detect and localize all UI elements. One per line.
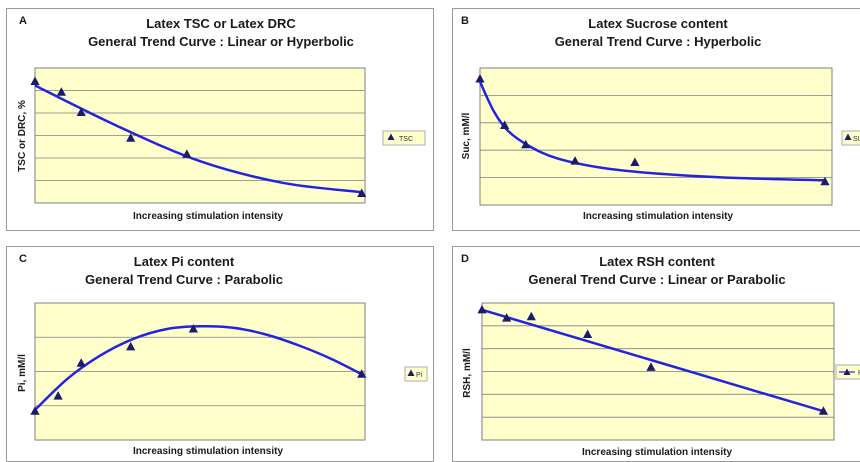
chart-c-legend-marker xyxy=(407,369,415,376)
chart-a-legend-box xyxy=(382,130,426,146)
chart-c-data-point xyxy=(126,341,136,351)
chart-a-data-point xyxy=(357,188,367,198)
chart-panel-c: C Latex Pi content General Trend Curve :… xyxy=(6,246,434,462)
chart-d-ylabel: RSH, mM/l xyxy=(462,348,473,398)
chart-panel-b: B Latex Sucrose content General Trend Cu… xyxy=(452,8,860,231)
chart-c-trend-line xyxy=(34,324,363,411)
chart-d-data-point xyxy=(526,311,536,321)
chart-b-data-point xyxy=(630,157,640,167)
chart-b-data-point xyxy=(500,120,510,130)
chart-c-data-point xyxy=(357,369,367,378)
chart-d-letter: D xyxy=(461,253,469,265)
chart-a-markers xyxy=(30,76,367,198)
chart-b-plot-area xyxy=(479,67,833,206)
chart-b-svg: B Latex Sucrose content General Trend Cu… xyxy=(461,15,860,222)
chart-b-legend-label: SU xyxy=(853,136,860,143)
chart-d-subtitle: General Trend Curve : Linear or Paraboli… xyxy=(528,272,785,287)
chart-c-letter: C xyxy=(19,253,27,265)
chart-d-legend: RS xyxy=(835,364,860,380)
chart-b-ylabel: Suc, mM/l xyxy=(461,112,472,159)
chart-a-letter: A xyxy=(19,15,27,27)
chart-a-legend-label: TSC xyxy=(399,136,413,143)
chart-c-legend-label: Pi xyxy=(416,372,423,379)
chart-d-xlabel: Increasing stimulation intensity xyxy=(582,447,732,458)
chart-a-data-point xyxy=(182,149,192,158)
chart-b-legend: SU xyxy=(841,130,860,146)
chart-c-gridlines xyxy=(35,336,365,407)
chart-panel-a: A Latex TSC or Latex DRC General Trend C… xyxy=(6,8,434,231)
chart-b-legend-box xyxy=(841,130,860,146)
chart-b-markers xyxy=(475,73,830,186)
chart-c-data-point xyxy=(76,358,86,367)
chart-a-xlabel: Increasing stimulation intensity xyxy=(133,211,283,222)
chart-d-data-point xyxy=(583,329,593,339)
chart-b-trend-line xyxy=(478,81,826,182)
chart-a-data-point xyxy=(30,76,40,85)
chart-b-data-point xyxy=(521,139,531,149)
chart-a-trend-line xyxy=(34,84,362,194)
chart-d-legend-label: RS xyxy=(858,370,860,377)
chart-a-data-point xyxy=(76,107,86,117)
chart-b-data-point xyxy=(820,176,830,186)
chart-b-xlabel: Increasing stimulation intensity xyxy=(583,211,733,222)
chart-panel-d: D Latex RSH content General Trend Curve … xyxy=(452,246,860,462)
chart-c-svg: C Latex Pi content General Trend Curve :… xyxy=(17,253,428,457)
chart-a-svg: A Latex TSC or Latex DRC General Trend C… xyxy=(17,15,426,222)
chart-d-legend-marker xyxy=(843,368,851,375)
chart-d-gridlines xyxy=(482,325,834,418)
chart-a-ylabel: TSC or DRC, % xyxy=(17,100,28,172)
chart-a-subtitle: General Trend Curve : Linear or Hyperbol… xyxy=(88,34,354,49)
chart-c-legend: Pi xyxy=(404,366,428,382)
chart-b-legend-marker xyxy=(844,133,852,140)
chart-d-data-point xyxy=(477,304,487,314)
chart-d-markers xyxy=(477,304,829,415)
chart-a-title: Latex TSC or Latex DRC xyxy=(146,16,296,31)
chart-c-xlabel: Increasing stimulation intensity xyxy=(133,446,283,457)
chart-b-letter: B xyxy=(461,15,469,27)
chart-c-title: Latex Pi content xyxy=(134,254,235,269)
chart-d-title: Latex RSH content xyxy=(599,254,715,269)
chart-d-svg: D Latex RSH content General Trend Curve … xyxy=(461,253,860,458)
chart-b-title: Latex Sucrose content xyxy=(588,16,728,31)
chart-b-data-point xyxy=(475,73,485,83)
chart-d-trend-line xyxy=(481,308,824,413)
chart-b-subtitle: General Trend Curve : Hyperbolic xyxy=(555,34,762,49)
chart-c-data-point xyxy=(188,324,198,333)
chart-a-data-point xyxy=(56,87,66,96)
chart-c-subtitle: General Trend Curve : Parabolic xyxy=(85,272,283,287)
chart-b-data-point xyxy=(570,156,580,165)
chart-d-data-point xyxy=(646,362,656,371)
chart-c-data-point xyxy=(53,391,63,400)
chart-d-data-point xyxy=(818,406,829,415)
chart-a-legend: TSC xyxy=(382,130,426,146)
chart-c-markers xyxy=(30,324,367,415)
chart-a-data-point xyxy=(126,133,136,142)
chart-c-data-point xyxy=(30,406,40,415)
chart-b-gridlines xyxy=(480,95,832,179)
chart-d-data-point xyxy=(502,313,512,322)
chart-c-ylabel: Pi, mM/l xyxy=(17,354,28,392)
chart-a-legend-marker xyxy=(387,133,395,140)
